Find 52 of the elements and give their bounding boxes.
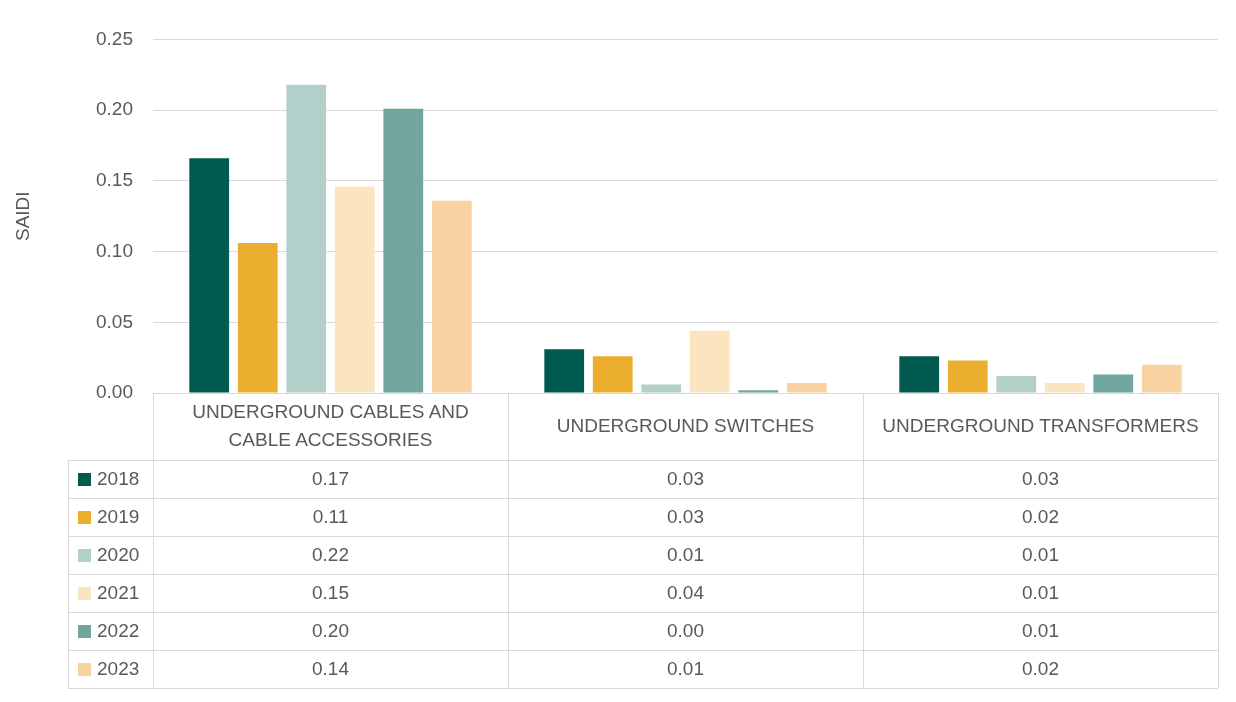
legend-label: 2023 [97, 658, 140, 680]
data-label: 0.14 [312, 658, 350, 680]
x-tick-label: UNDERGROUND TRANSFORMERS [882, 414, 1199, 436]
bar [641, 384, 682, 393]
bar [689, 330, 730, 393]
bar [1044, 383, 1085, 393]
bar [738, 390, 779, 393]
data-label: 0.04 [667, 582, 705, 604]
bar [947, 360, 988, 393]
data-label: 0.03 [667, 506, 704, 528]
data-label: 0.20 [312, 620, 349, 642]
bar [544, 349, 585, 393]
data-label: 0.03 [1022, 468, 1059, 490]
y-tick-label: 0.20 [96, 98, 133, 120]
y-tick-label: 0.00 [96, 381, 133, 403]
data-label: 0.02 [1022, 658, 1059, 680]
x-tick-label: UNDERGROUND SWITCHES [556, 414, 815, 436]
data-label: 0.03 [667, 468, 704, 490]
data-label: 0.01 [667, 544, 704, 566]
bar [237, 243, 278, 393]
legend-label: 2019 [97, 506, 140, 528]
data-label: 0.00 [667, 620, 704, 642]
data-label: 0.01 [1022, 544, 1059, 566]
y-tick-label: 0.10 [96, 239, 133, 261]
bar [1141, 364, 1182, 393]
legend-label: 2018 [97, 468, 140, 490]
bar [899, 356, 940, 393]
y-axis-title: SAIDI [11, 191, 33, 242]
bar [334, 186, 375, 393]
bar [383, 108, 424, 393]
legend-label: 2020 [97, 544, 140, 566]
bar [786, 383, 827, 393]
legend-label: 2021 [97, 582, 140, 604]
data-label: 0.15 [312, 582, 349, 604]
bar [286, 84, 327, 393]
y-tick-label: 0.15 [96, 169, 133, 191]
bar [189, 158, 230, 393]
data-label: 0.02 [1022, 506, 1059, 528]
legend-label: 2022 [97, 620, 140, 642]
data-label: 0.11 [312, 506, 349, 528]
y-tick-label: 0.25 [96, 27, 133, 49]
x-tick-label: UNDERGROUND CABLES AND CABLE ACCESSORIES [192, 400, 469, 450]
bar [1093, 374, 1134, 393]
bar [996, 376, 1037, 393]
y-tick-label: 0.05 [96, 310, 133, 332]
data-label: 0.22 [312, 544, 349, 566]
data-label: 0.17 [312, 468, 349, 490]
bar [431, 200, 472, 393]
data-label: 0.01 [1022, 582, 1059, 604]
bar [592, 356, 633, 393]
data-label: 0.01 [1022, 620, 1059, 642]
data-label: 0.01 [667, 658, 704, 680]
